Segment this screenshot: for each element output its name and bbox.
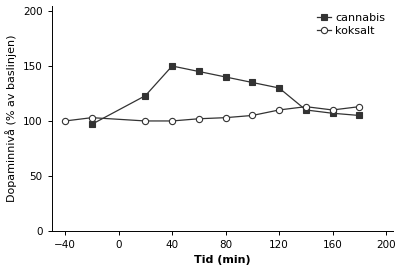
cannabis — [169, 64, 174, 68]
cannabis — [276, 86, 281, 90]
koksalt — [63, 119, 67, 122]
koksalt — [89, 116, 94, 119]
X-axis label: Tid (min): Tid (min) — [193, 256, 250, 265]
koksalt — [196, 117, 201, 120]
cannabis — [89, 122, 94, 126]
cannabis — [329, 112, 334, 115]
cannabis — [143, 94, 148, 97]
cannabis — [223, 75, 227, 79]
cannabis — [196, 70, 201, 73]
koksalt — [169, 119, 174, 122]
koksalt — [249, 114, 254, 117]
cannabis — [303, 108, 308, 112]
koksalt — [329, 108, 334, 112]
Line: cannabis: cannabis — [89, 63, 362, 127]
Line: koksalt: koksalt — [62, 104, 362, 124]
koksalt — [223, 116, 227, 119]
koksalt — [303, 105, 308, 108]
cannabis — [356, 114, 361, 117]
koksalt — [143, 119, 148, 122]
Legend: cannabis, koksalt: cannabis, koksalt — [314, 11, 386, 38]
Y-axis label: Dopaminnivå (% av baslinjen): Dopaminnivå (% av baslinjen) — [6, 34, 17, 202]
cannabis — [249, 81, 254, 84]
koksalt — [276, 108, 281, 112]
koksalt — [356, 105, 361, 108]
